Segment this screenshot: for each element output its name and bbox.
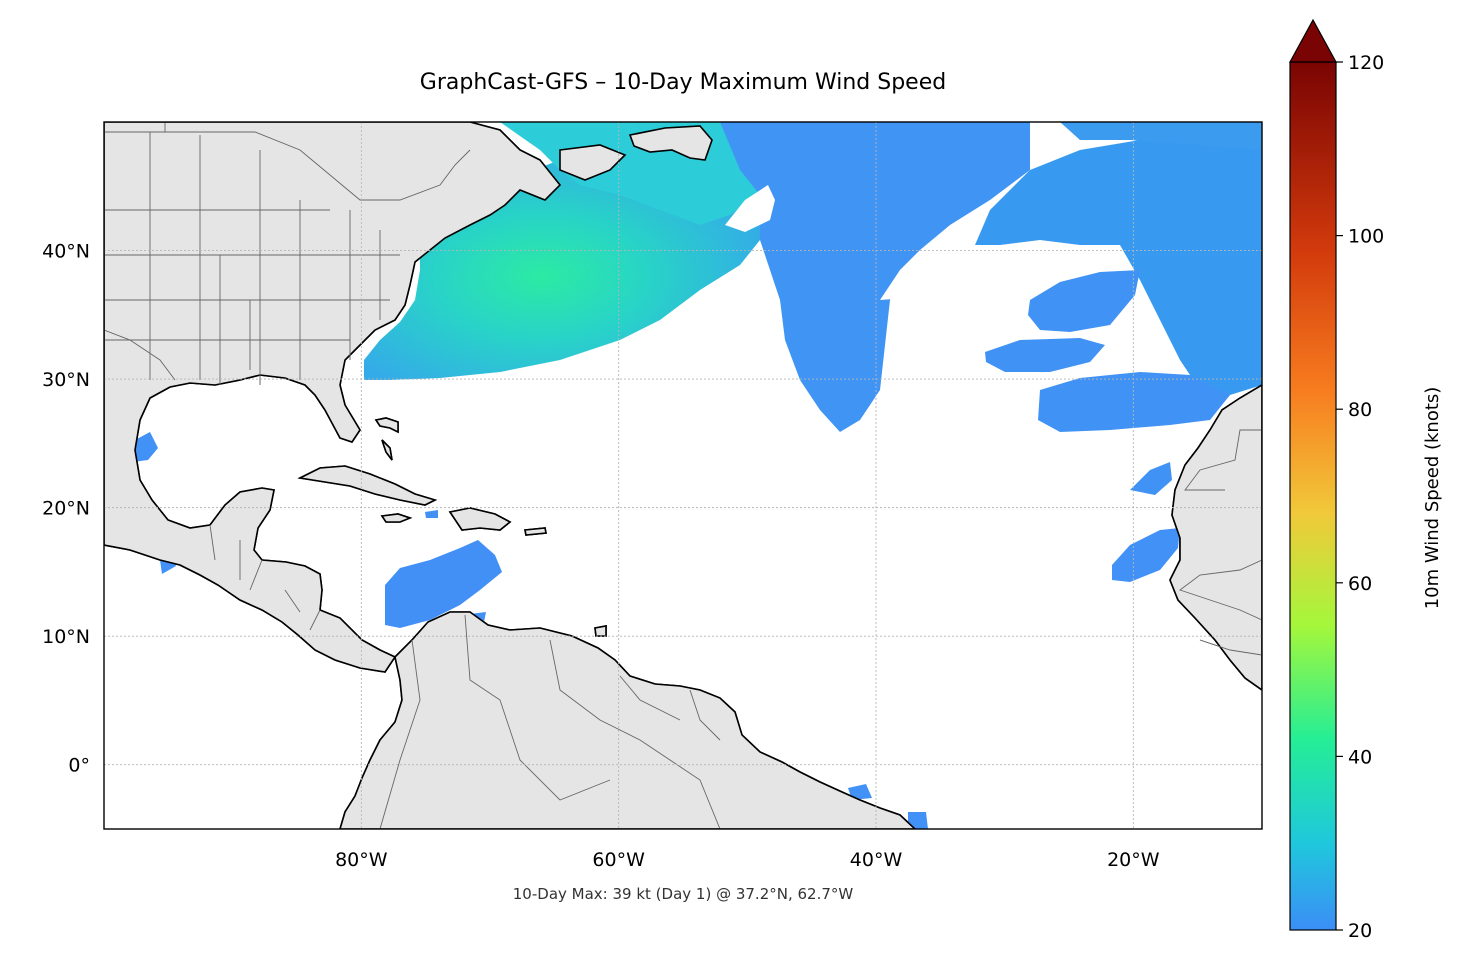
lon-tick-label: 60°W [592,849,645,871]
wind-ne-atlantic-upper [1060,122,1262,150]
gap-central [725,185,775,232]
map-frame [103,121,1263,830]
gridlines [104,122,1262,829]
colorbar-tick-label: 100 [1348,226,1384,248]
wind-azores-2 [985,338,1105,372]
wind-off-west-africa [1112,528,1180,582]
wind-azores-3 [1038,372,1230,432]
colorbar-tick-label: 40 [1348,746,1372,768]
wind-azores-1 [1028,270,1140,332]
lat-tick-label: 0° [68,755,90,777]
colorbar-ticks: 20 40 60 80 100 120 [1336,52,1384,942]
gap-east [880,250,1000,300]
colorbar-tick-label: 80 [1348,399,1372,421]
lon-tick-label: 20°W [1107,849,1160,871]
lat-tick-label: 30°N [42,369,90,391]
colorbar-tick-label: 60 [1348,573,1372,595]
wind-ne-atlantic [975,130,1262,395]
wind-gaps [725,122,1050,300]
wind-central-atlantic-plume [720,122,1030,432]
wind-caribbean-jet [385,540,502,628]
lon-tick-label: 80°W [335,849,388,871]
colorbar-tick-label: 120 [1348,52,1384,74]
max-wind-caption: 10-Day Max: 39 kt (Day 1) @ 37.2°N, 62.7… [512,885,854,903]
longitude-labels: 80°W 60°W 40°W 20°W [335,849,1160,871]
lat-tick-label: 10°N [42,626,90,648]
colorbar-frame [1289,61,1337,931]
map-title: GraphCast-GFS – 10-Day Maximum Wind Spee… [419,70,947,95]
gap-ne [1030,122,1050,170]
latitude-labels: 40°N 30°N 20°N 10°N 0° [42,241,90,777]
wind-canaries [1130,462,1172,495]
lat-tick-label: 40°N [42,241,90,263]
colorbar-extend-arrow [1288,18,1338,63]
wind-equatorial-patch [848,784,928,829]
colorbar-label: 10m Wind Speed (knots) [1422,387,1443,610]
colorbar: 20 40 60 80 100 120 10m Wind Speed (knots) [1288,18,1443,942]
colorbar-gradient [1290,62,1336,930]
colorbar-tick-label: 20 [1348,920,1372,942]
lon-tick-label: 40°W [850,849,903,871]
map-area [104,122,1262,829]
lat-tick-label: 20°N [42,498,90,520]
